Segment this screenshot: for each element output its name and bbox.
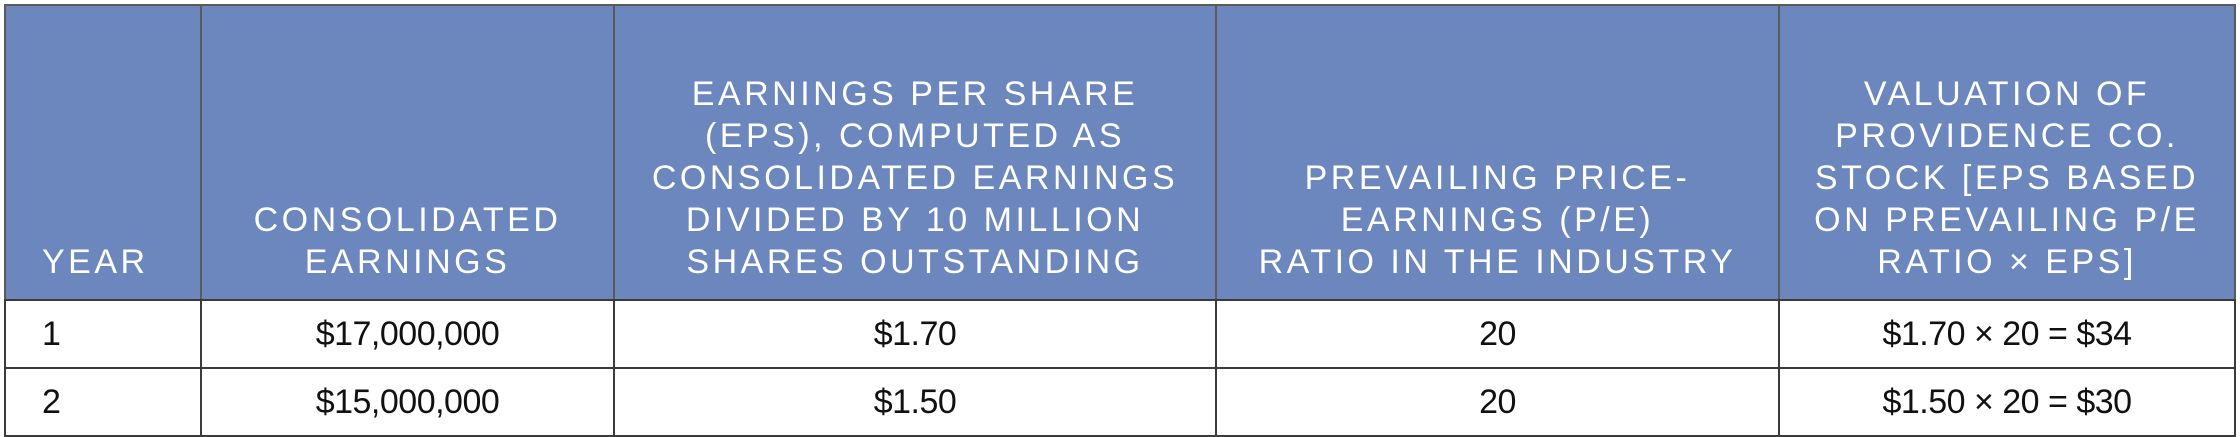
header-row: YEAR CONSOLIDATED EARNINGS EARNINGS PER … (4, 4, 2236, 301)
cell-valuation: $1.70 × 20 = $34 (1778, 299, 2236, 369)
valuation-table-container: YEAR CONSOLIDATED EARNINGS EARNINGS PER … (4, 4, 2236, 437)
cell-pe-ratio: 20 (1215, 367, 1780, 437)
table-row: 2 $15,000,000 $1.50 20 $1.50 × 20 = $30 (4, 367, 2236, 437)
header-eps: EARNINGS PER SHARE (EPS), COMPUTED AS CO… (613, 4, 1216, 301)
cell-eps: $1.50 (613, 367, 1217, 437)
table-header: YEAR CONSOLIDATED EARNINGS EARNINGS PER … (4, 4, 2236, 301)
cell-consolidated-earnings: $17,000,000 (200, 299, 615, 369)
cell-eps: $1.70 (613, 299, 1217, 369)
valuation-table: YEAR CONSOLIDATED EARNINGS EARNINGS PER … (4, 4, 2236, 437)
cell-pe-ratio: 20 (1215, 299, 1780, 369)
header-consolidated-earnings: CONSOLIDATED EARNINGS (200, 4, 614, 301)
cell-year: 1 (4, 299, 202, 369)
cell-year: 2 (4, 367, 202, 437)
table-row: 1 $17,000,000 $1.70 20 $1.70 × 20 = $34 (4, 299, 2236, 369)
cell-consolidated-earnings: $15,000,000 (200, 367, 615, 437)
table-body: 1 $17,000,000 $1.70 20 $1.70 × 20 = $34 … (4, 299, 2236, 437)
header-valuation: VALUATION OF PROVIDENCE CO. STOCK [EPS B… (1778, 4, 2236, 301)
header-pe-ratio: PREVAILING PRICE- EARNINGS (P/E) RATIO I… (1215, 4, 1779, 301)
header-year: YEAR (4, 4, 201, 301)
cell-valuation: $1.50 × 20 = $30 (1778, 367, 2236, 437)
